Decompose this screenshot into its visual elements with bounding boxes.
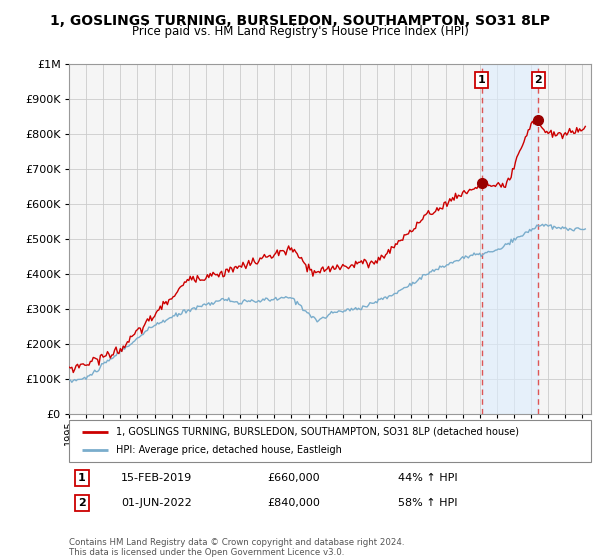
Text: Price paid vs. HM Land Registry's House Price Index (HPI): Price paid vs. HM Land Registry's House … xyxy=(131,25,469,38)
Text: 2: 2 xyxy=(535,75,542,85)
Text: 1, GOSLINGS TURNING, BURSLEDON, SOUTHAMPTON, SO31 8LP: 1, GOSLINGS TURNING, BURSLEDON, SOUTHAMP… xyxy=(50,14,550,28)
Text: 15-FEB-2019: 15-FEB-2019 xyxy=(121,473,193,483)
Bar xyxy=(482,64,538,414)
Text: Contains HM Land Registry data © Crown copyright and database right 2024.
This d: Contains HM Land Registry data © Crown c… xyxy=(69,538,404,557)
Text: 2: 2 xyxy=(78,498,86,508)
Text: £660,000: £660,000 xyxy=(268,473,320,483)
Text: 1: 1 xyxy=(478,75,485,85)
Text: £840,000: £840,000 xyxy=(268,498,320,508)
Text: 58% ↑ HPI: 58% ↑ HPI xyxy=(398,498,457,508)
Text: HPI: Average price, detached house, Eastleigh: HPI: Average price, detached house, East… xyxy=(116,445,342,455)
Text: 1, GOSLINGS TURNING, BURSLEDON, SOUTHAMPTON, SO31 8LP (detached house): 1, GOSLINGS TURNING, BURSLEDON, SOUTHAMP… xyxy=(116,427,519,437)
Text: 1: 1 xyxy=(78,473,86,483)
Text: 01-JUN-2022: 01-JUN-2022 xyxy=(121,498,192,508)
Text: 44% ↑ HPI: 44% ↑ HPI xyxy=(398,473,457,483)
